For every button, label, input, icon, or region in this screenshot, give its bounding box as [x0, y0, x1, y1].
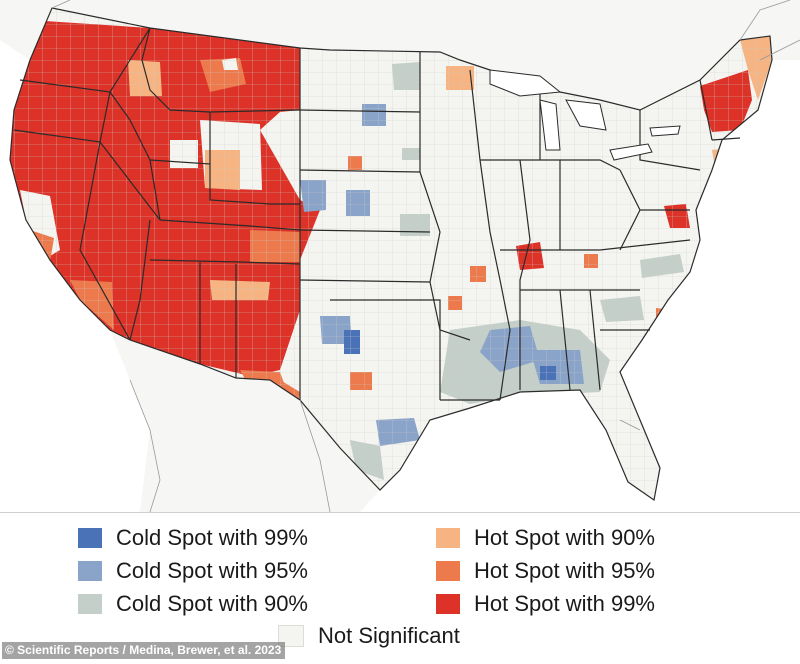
legend-swatch-hot-95: [436, 561, 460, 581]
legend-swatch-hot-99: [436, 594, 460, 614]
legend-swatch-cold-90: [78, 594, 102, 614]
legend-item-hot-90: Hot Spot with 90%: [436, 523, 655, 553]
legend-swatch-cold-95: [78, 561, 102, 581]
legend-item-not-significant: Not Significant: [278, 621, 460, 651]
legend-label-hot-99: Hot Spot with 99%: [474, 591, 655, 616]
legend-item-hot-99: Hot Spot with 99%: [436, 589, 655, 619]
ocean-gulf: [360, 390, 700, 512]
neighbor-outlines: [51, 0, 800, 512]
great-lakes: [489, 69, 681, 161]
legend-label-hot-95: Hot Spot with 95%: [474, 558, 655, 583]
legend-label-cold-95: Cold Spot with 95%: [116, 558, 308, 583]
legend-item-cold-95: Cold Spot with 95%: [78, 556, 308, 586]
legend-swatch-not-significant: [278, 625, 304, 647]
ocean-atlantic: [620, 60, 800, 512]
legend-label-not-significant: Not Significant: [318, 623, 460, 648]
state-borders: [9, 7, 773, 502]
ocean-west: [0, 40, 150, 512]
legend-item-hot-95: Hot Spot with 95%: [436, 556, 655, 586]
legend-label-cold-90: Cold Spot with 90%: [116, 591, 308, 616]
legend-swatch-hot-90: [436, 528, 460, 548]
legend-label-hot-90: Hot Spot with 90%: [474, 525, 655, 550]
hotspot-map: [0, 0, 800, 512]
image-credit: © Scientific Reports / Medina, Brewer, e…: [2, 642, 286, 659]
legend-item-cold-99: Cold Spot with 99%: [78, 523, 308, 553]
legend: Cold Spot with 99% Cold Spot with 95% Co…: [0, 512, 800, 664]
legend-label-cold-99: Cold Spot with 99%: [116, 525, 308, 550]
legend-swatch-cold-99: [78, 528, 102, 548]
legend-item-cold-90: Cold Spot with 90%: [78, 589, 308, 619]
